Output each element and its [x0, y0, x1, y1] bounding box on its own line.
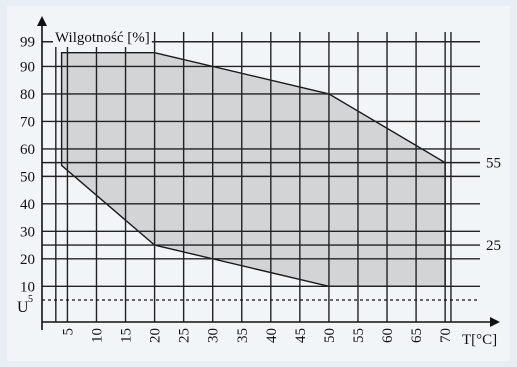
y-tick-label: 90 [20, 59, 35, 75]
y-axis-arrow [37, 16, 47, 26]
x-tick-label: 70 [438, 328, 454, 343]
y-tick-label: 30 [20, 224, 35, 240]
u5-label: U [17, 299, 29, 316]
right-marker-label: 25 [486, 238, 501, 254]
x-tick-label: 60 [380, 328, 396, 343]
axis-layer [37, 16, 500, 330]
y-tick-label: 50 [20, 169, 35, 185]
y-tick-label: 60 [20, 142, 35, 158]
right-marker-label: 55 [486, 156, 501, 172]
y-tick-label: 40 [20, 197, 35, 213]
y-axis-title-background [53, 29, 152, 47]
y-tick-label: 99 [20, 35, 35, 51]
y-tick-label: 70 [20, 114, 35, 130]
x-tick-label: 35 [235, 328, 251, 343]
y-tick-label: 10 [20, 279, 35, 295]
x-tick-label: 45 [293, 328, 309, 343]
x-tick-label: 10 [89, 328, 105, 343]
grid-layer [42, 32, 480, 322]
x-axis-title: T[°C] [462, 332, 497, 348]
x-tick-label: 15 [119, 328, 135, 343]
x-tick-label: 65 [409, 328, 425, 343]
x-tick-label: 25 [177, 328, 193, 343]
x-axis-arrow [490, 317, 500, 327]
y-axis-title: Wilgotność [%] [55, 30, 150, 46]
x-tick-label: 55 [351, 328, 367, 343]
y-tick-label: 80 [20, 87, 35, 103]
x-tick-label: 30 [206, 328, 222, 343]
y-tick-label: 20 [20, 252, 35, 268]
x-tick-label: 50 [322, 328, 338, 343]
u5-superscript: 5 [28, 294, 33, 305]
x-tick-label: 5 [60, 328, 76, 336]
x-tick-label: 20 [148, 328, 164, 343]
x-tick-label: 40 [264, 328, 280, 343]
